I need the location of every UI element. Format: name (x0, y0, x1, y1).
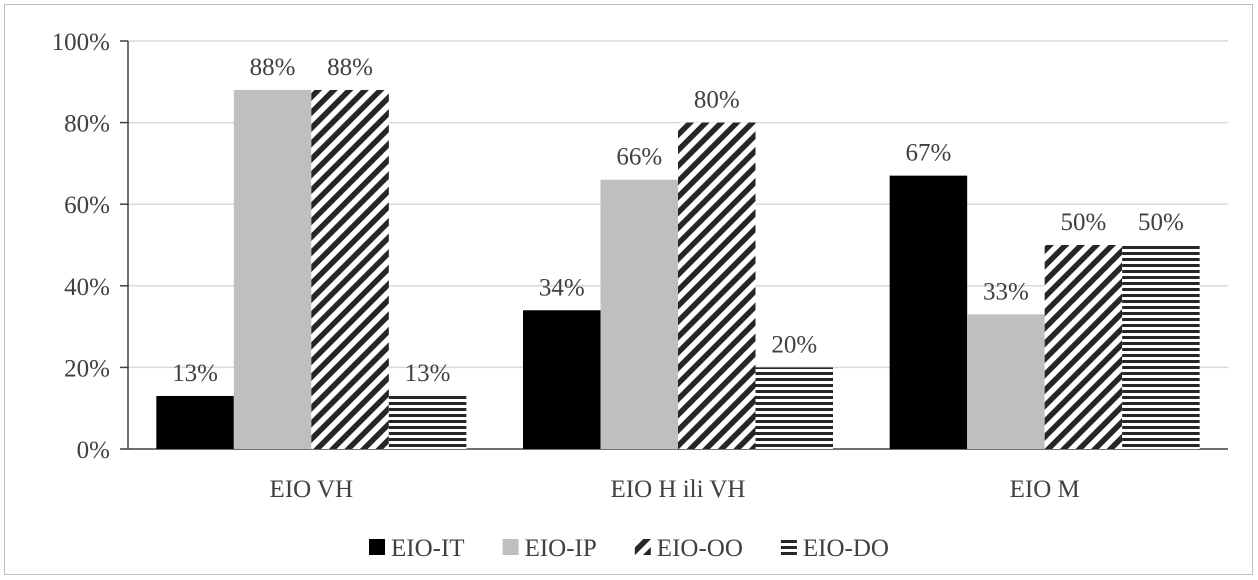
legend-label: EIO-IT (391, 535, 465, 562)
legend-swatch-eio-it (369, 539, 386, 555)
legend-swatch-eio-ip (502, 539, 519, 555)
axes: 0% 20% 40% 60% 80% 100% EIO VH EIO H ili VH EIO … (52, 29, 1228, 503)
legend-swatch-eio-oo (634, 539, 651, 555)
bar-eio-ip-3 (967, 314, 1045, 449)
bar-eio-it-1 (156, 395, 234, 449)
data-label: 13% (172, 360, 218, 387)
legend-swatch-eio-do (780, 539, 797, 555)
bar-eio-do-1 (388, 395, 467, 449)
y-tick-label: 20% (64, 355, 110, 382)
data-label: 80% (694, 87, 740, 114)
bar-eio-oo-1 (311, 89, 389, 450)
y-tick-label: 80% (64, 111, 110, 138)
bar-eio-oo-2 (678, 122, 756, 449)
data-label: 88% (327, 54, 373, 81)
bar-eio-oo-3 (1044, 245, 1123, 449)
data-label: 34% (539, 274, 585, 301)
x-category-label: EIO M (1010, 476, 1080, 503)
bar-eio-ip-1 (233, 89, 312, 450)
data-label: 20% (771, 331, 817, 358)
legend: EIO-IT EIO-IP EIO-OO EIO-DO (369, 535, 889, 562)
bar-eio-it-2 (523, 310, 601, 449)
x-category-label: EIO VH (270, 476, 354, 503)
y-tick-label: 0% (77, 437, 110, 464)
data-label: 13% (405, 360, 451, 387)
y-tick-label: 60% (64, 192, 110, 219)
data-label: 50% (1138, 209, 1184, 236)
data-label: 50% (1061, 209, 1107, 236)
data-label: 66% (616, 144, 662, 171)
bar-eio-it-3 (889, 175, 968, 449)
y-tick-label: 100% (52, 29, 110, 56)
data-label: 33% (983, 278, 1029, 305)
legend-label: EIO-OO (657, 535, 743, 562)
legend-label: EIO-DO (803, 535, 889, 562)
bar-eio-do-2 (755, 367, 833, 449)
legend-label: EIO-IP (525, 535, 597, 562)
data-labels: 13% 88% 88% 13% 34% 66% 80% 20% 67% 33% 50% 50% (172, 54, 1184, 387)
bar-eio-ip-2 (600, 179, 678, 449)
data-label: 67% (906, 140, 952, 167)
bar-eio-do-3 (1122, 245, 1200, 449)
y-tick-label: 40% (64, 274, 110, 301)
bars (156, 89, 1200, 450)
x-category-label: EIO H ili VH (611, 476, 746, 503)
data-label: 88% (250, 54, 296, 81)
